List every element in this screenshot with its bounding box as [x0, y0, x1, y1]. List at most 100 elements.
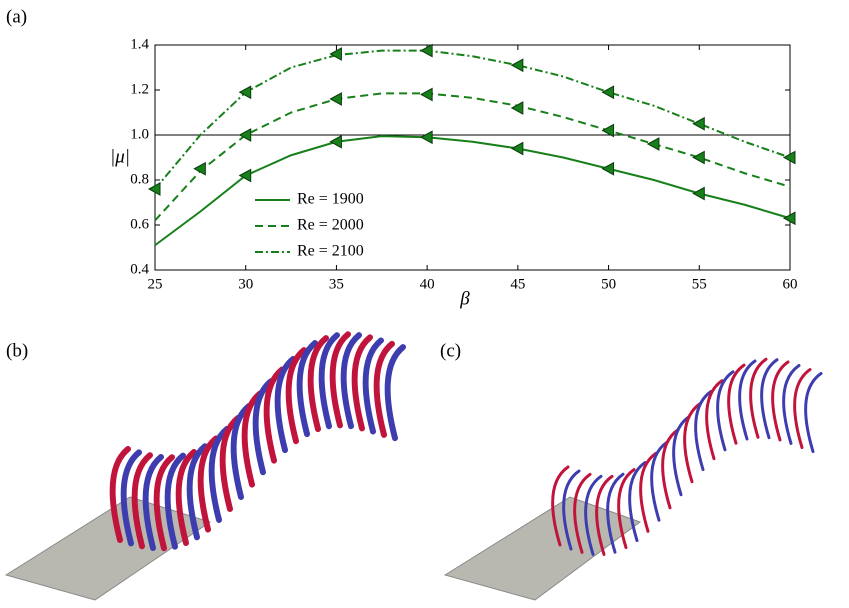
vortex [573, 472, 592, 554]
vortex [584, 474, 603, 556]
vortex [263, 366, 285, 464]
vortex [749, 357, 768, 439]
vortex [782, 363, 801, 445]
vortex [296, 340, 318, 438]
vortex [672, 415, 691, 497]
panel-label: (b) [6, 340, 28, 361]
vortex [120, 449, 142, 547]
vortex [606, 472, 625, 554]
vortex [771, 360, 790, 442]
vortex [562, 469, 581, 551]
legend-label: Re = 2100 [297, 243, 364, 260]
vortex [373, 340, 395, 438]
marker [782, 150, 796, 165]
panel-label: (a) [6, 6, 27, 27]
x-tick-label: 35 [329, 276, 344, 292]
flow-structures [109, 331, 823, 556]
marker [782, 211, 796, 226]
marker [238, 85, 252, 100]
vortex [351, 334, 373, 432]
marker [692, 116, 705, 131]
vortex [340, 332, 362, 430]
vortex [285, 347, 307, 445]
marker [329, 47, 342, 61]
x-tick-label: 50 [601, 276, 616, 292]
marker [692, 150, 705, 165]
marker [147, 182, 161, 196]
vortex [617, 468, 636, 550]
y-tick-label: 0.8 [130, 171, 149, 187]
vortex [384, 344, 406, 442]
marker [510, 141, 524, 156]
vortex [109, 446, 131, 543]
vortex [804, 372, 823, 454]
x-tick-label: 55 [692, 276, 707, 292]
y-tick-label: 1.2 [130, 81, 149, 97]
marker [601, 123, 615, 138]
x-tick-label: 60 [783, 276, 798, 292]
marker [601, 85, 615, 100]
marker [329, 134, 342, 149]
legend-label: Re = 1900 [297, 191, 364, 208]
marker [420, 130, 433, 145]
vortex [551, 465, 570, 547]
vortex [219, 414, 241, 512]
x-axis-label: β [459, 288, 470, 309]
vortex [241, 390, 263, 488]
vortex [131, 452, 153, 550]
panel-label: (c) [440, 340, 461, 361]
marker [238, 168, 252, 183]
y-tick-label: 1.4 [130, 36, 149, 52]
marker [510, 58, 524, 73]
vortex [197, 435, 219, 533]
legend-label: Re = 2000 [297, 217, 364, 234]
vortex [329, 331, 351, 429]
marker [420, 43, 433, 58]
vortex [628, 461, 647, 543]
vortex [595, 474, 614, 556]
vortex [274, 356, 296, 454]
vortex [727, 363, 746, 445]
y-axis-label: |μ| [110, 146, 130, 167]
marker [510, 101, 524, 115]
vortex [694, 390, 713, 472]
vortex [175, 448, 197, 546]
vortex [307, 335, 329, 433]
marker [692, 186, 705, 201]
vortex [650, 440, 669, 522]
vortex [142, 453, 164, 551]
marker [601, 161, 615, 176]
vortex [153, 454, 175, 552]
marker [329, 92, 342, 106]
vortex [716, 370, 735, 452]
vortex [683, 402, 702, 484]
x-tick-label: 40 [420, 276, 435, 292]
y-tick-label: 0.4 [130, 261, 149, 277]
x-tick-label: 30 [238, 276, 253, 292]
vortex [208, 425, 230, 523]
vortex [186, 443, 208, 541]
series-line [154, 92, 791, 222]
x-tick-label: 45 [510, 276, 525, 292]
marker [193, 161, 206, 176]
y-tick-label: 1.0 [130, 126, 149, 142]
marker [238, 128, 252, 142]
vortex [639, 451, 658, 533]
vortex [661, 428, 680, 510]
surface [443, 496, 642, 601]
y-tick-label: 0.6 [130, 216, 149, 232]
vortex [230, 402, 252, 500]
vortex [362, 337, 384, 435]
vortex [318, 332, 340, 430]
series-line [154, 49, 791, 190]
series-line [154, 135, 791, 247]
vortex [705, 379, 724, 461]
marker [646, 137, 660, 151]
vortex [738, 359, 757, 441]
vortex [164, 452, 186, 550]
vortex [793, 368, 812, 450]
marker [420, 87, 433, 102]
vortex [252, 378, 274, 476]
x-tick-label: 25 [148, 276, 163, 292]
